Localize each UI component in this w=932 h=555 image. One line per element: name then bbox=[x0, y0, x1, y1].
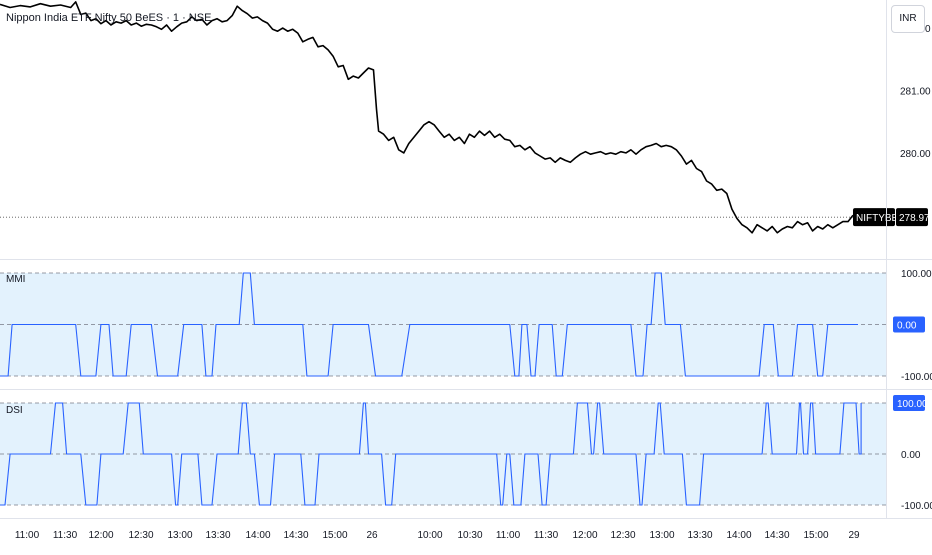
time-tick-label: 11:30 bbox=[534, 530, 559, 541]
time-tick-label: 12:30 bbox=[128, 530, 153, 541]
mmi-tick-label: -100.00 bbox=[901, 372, 932, 383]
symbol-tag-label: NIFTYBEES bbox=[856, 213, 912, 224]
time-tick-label: 29 bbox=[848, 530, 860, 541]
dsi-series-line bbox=[0, 402, 862, 506]
time-tick-label: 12:30 bbox=[610, 530, 635, 541]
time-tick-label: 10:30 bbox=[457, 530, 482, 541]
time-tick-label: 13:30 bbox=[687, 530, 712, 541]
time-tick-label: 14:00 bbox=[245, 530, 270, 541]
time-tick-label: 13:00 bbox=[167, 530, 192, 541]
dsi-tick-label: 0.00 bbox=[901, 450, 921, 461]
currency-button[interactable]: INR bbox=[891, 5, 925, 33]
time-tick-label: 10:00 bbox=[417, 530, 442, 541]
time-tick-label: 13:00 bbox=[649, 530, 674, 541]
last-price-label: 278.97 bbox=[899, 213, 930, 224]
chart-title: Nippon India ETF Nifty 50 BeES · 1 · NSE bbox=[6, 12, 211, 24]
dsi-tick-label: -100.00 bbox=[901, 501, 932, 512]
time-tick-label: 14:30 bbox=[283, 530, 308, 541]
last-price-badge bbox=[896, 208, 928, 227]
mmi-value-label: 0.00 bbox=[897, 321, 917, 332]
time-tick-label: 14:00 bbox=[726, 530, 751, 541]
symbol-tag bbox=[853, 208, 895, 227]
dsi-label: DSI bbox=[6, 405, 23, 416]
mmi-series-line bbox=[0, 272, 858, 377]
price-pane[interactable] bbox=[0, 1, 854, 234]
time-scale[interactable]: 11:00 11:30 12:00 12:30 13:00 13:30 14:00 14:30… bbox=[15, 530, 860, 541]
price-series-line bbox=[0, 1, 854, 234]
time-tick-label: 12:00 bbox=[572, 530, 597, 541]
dsi-value-label: 100.00 bbox=[897, 399, 928, 410]
time-tick-label: 13:30 bbox=[205, 530, 230, 541]
mmi-pane[interactable] bbox=[0, 272, 886, 377]
time-tick-label: 14:30 bbox=[764, 530, 789, 541]
dsi-pane[interactable] bbox=[0, 402, 886, 506]
price-tick-label: 281.00 bbox=[900, 86, 931, 97]
dsi-value-badge bbox=[893, 395, 925, 411]
time-tick-label: 15:00 bbox=[322, 530, 347, 541]
price-scale[interactable]: 282.00281.00280.00NIFTYBEES278.97100.00-… bbox=[853, 24, 932, 512]
time-tick-label: 11:30 bbox=[53, 530, 78, 541]
time-tick-label: 11:00 bbox=[496, 530, 521, 541]
time-tick-label: 26 bbox=[366, 530, 378, 541]
mmi-tick-label: 100.00 bbox=[901, 269, 932, 280]
mmi-value-badge bbox=[893, 316, 925, 333]
time-tick-label: 12:00 bbox=[88, 530, 113, 541]
time-tick-label: 15:00 bbox=[803, 530, 828, 541]
time-tick-label: 11:00 bbox=[15, 530, 40, 541]
mmi-label: MMI bbox=[6, 274, 25, 285]
price-tick-label: 280.00 bbox=[900, 149, 931, 160]
